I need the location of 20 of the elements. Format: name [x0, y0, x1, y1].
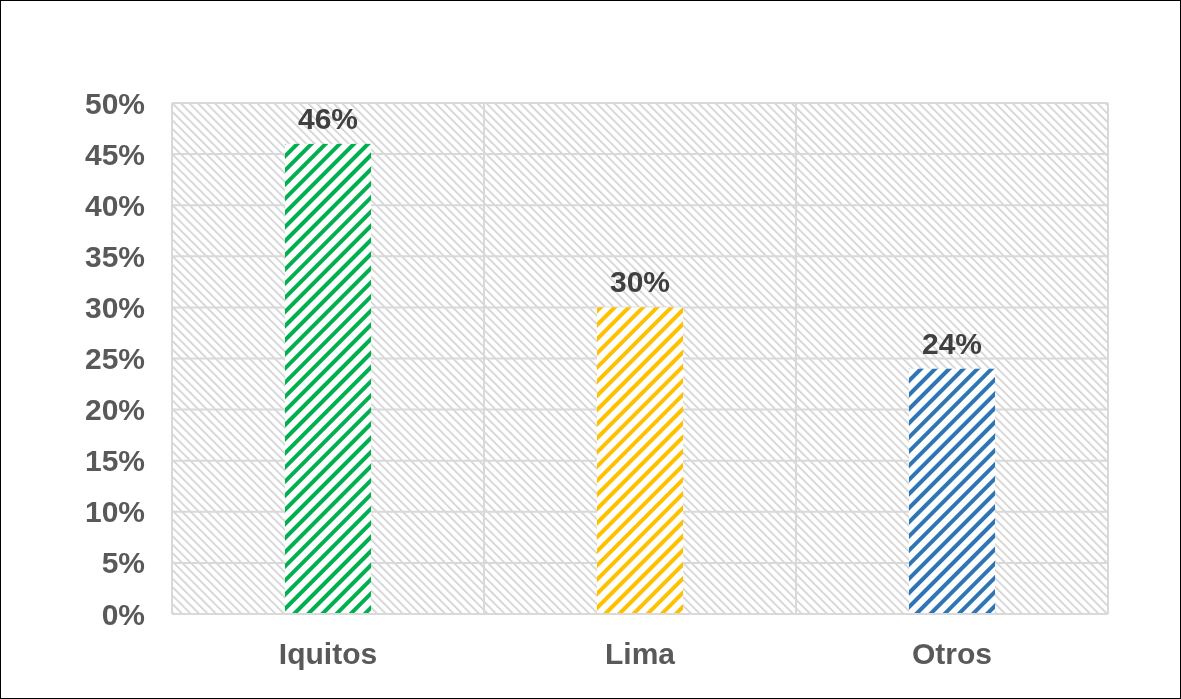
data-label: 46%: [297, 101, 359, 135]
x-tick-label: Iquitos: [278, 637, 378, 670]
bar: [284, 143, 372, 614]
x-tick-label: Otros: [911, 637, 993, 670]
y-tick-label: 30%: [84, 290, 145, 324]
y-tick-label: 10%: [84, 495, 145, 529]
y-tick-label: 45%: [84, 137, 145, 171]
data-label: 24%: [921, 326, 983, 360]
y-tick-label: 50%: [84, 86, 145, 120]
bar: [908, 368, 996, 614]
y-tick-label: 5%: [101, 546, 145, 580]
y-tick-label: 25%: [84, 342, 145, 375]
x-tick-label: Lima: [604, 637, 676, 670]
data-label: 30%: [609, 265, 671, 299]
bar: [596, 307, 684, 614]
y-tick-label: 15%: [84, 444, 145, 478]
y-tick-label: 40%: [84, 188, 145, 222]
y-tick-label: 35%: [84, 239, 145, 273]
y-tick-label: 0%: [101, 597, 145, 631]
y-tick-label: 20%: [84, 393, 145, 427]
